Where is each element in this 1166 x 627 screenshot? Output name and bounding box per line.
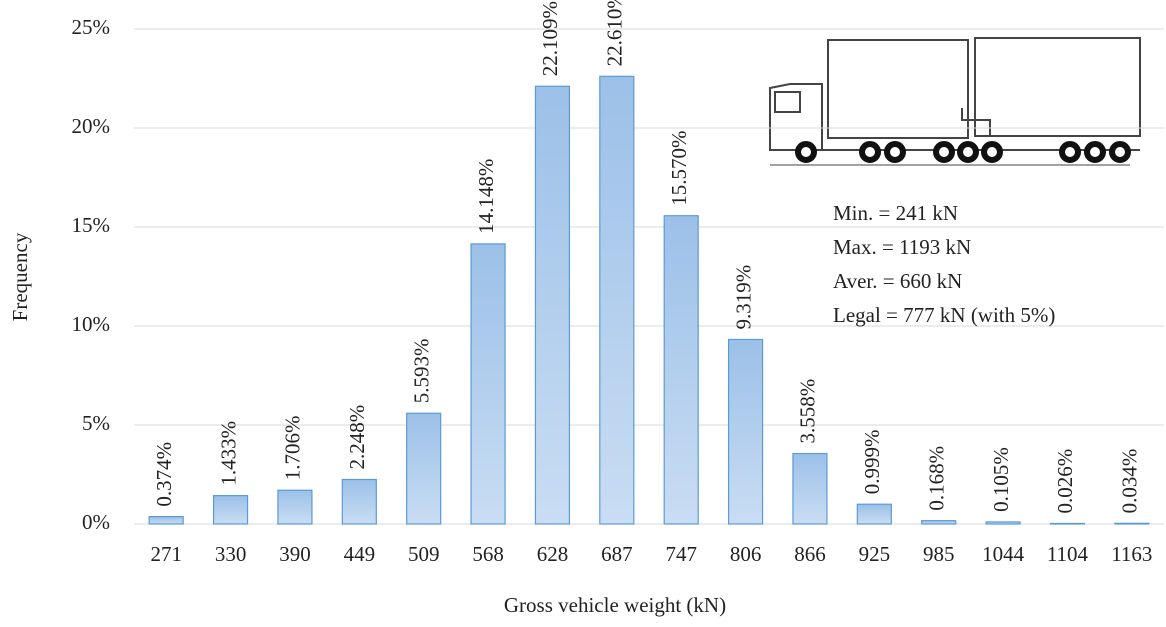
x-tick-label: 568 <box>472 542 504 566</box>
bar <box>534 85 571 525</box>
annotation: Legal = 777 kN (with 5%) <box>833 303 1055 327</box>
bar <box>1049 522 1086 525</box>
bar <box>277 489 313 525</box>
bar <box>856 503 892 525</box>
value-label: 9.319% <box>731 265 755 330</box>
bar <box>212 495 249 525</box>
value-label: 0.026% <box>1053 449 1077 514</box>
y-axis-title: Frequency <box>8 232 32 321</box>
value-label: 0.105% <box>989 447 1013 512</box>
bar <box>341 478 377 525</box>
value-label: 22.109% <box>538 1 562 76</box>
truck-illustration <box>769 37 1141 166</box>
x-tick-label: 1163 <box>1111 542 1152 566</box>
y-tick-label: 15% <box>72 213 111 237</box>
bar <box>148 515 184 525</box>
x-tick-label: 925 <box>859 542 891 566</box>
bar <box>470 243 506 525</box>
x-axis-title: Gross vehicle weight (kN) <box>504 593 726 617</box>
x-tick-label: 985 <box>923 542 955 566</box>
annotation: Aver. = 660 kN <box>833 269 962 293</box>
y-tick-label: 5% <box>82 411 110 435</box>
value-label: 0.999% <box>860 429 884 494</box>
x-tick-label: 509 <box>408 542 440 566</box>
x-tick-label: 1104 <box>1047 542 1089 566</box>
value-label: 2.248% <box>345 405 369 470</box>
bar <box>406 412 442 525</box>
value-label: 22.610% <box>603 0 627 66</box>
y-tick-label: 0% <box>82 510 110 534</box>
x-tick-label: 330 <box>215 542 247 566</box>
value-label: 1.433% <box>216 421 240 486</box>
value-label: 0.374% <box>152 442 176 507</box>
value-label: 1.706% <box>281 415 305 480</box>
value-label: 0.034% <box>1118 449 1142 514</box>
bar <box>599 75 635 525</box>
y-tick-label: 25% <box>72 15 111 39</box>
bar <box>792 452 828 525</box>
bar <box>663 215 699 525</box>
x-tick-label: 747 <box>665 542 697 566</box>
x-tick-label: 628 <box>537 542 569 566</box>
y-tick-label: 20% <box>72 114 111 138</box>
value-label: 0.168% <box>925 446 949 511</box>
bar <box>921 520 957 525</box>
value-label: 14.148% <box>474 159 498 234</box>
x-tick-label: 687 <box>601 542 633 566</box>
bar <box>985 521 1021 525</box>
annotation: Min. = 241 kN <box>833 201 958 225</box>
y-tick-label: 10% <box>72 312 111 336</box>
annotation: Max. = 1193 kN <box>833 235 971 259</box>
value-label: 3.558% <box>796 379 820 444</box>
bar <box>1114 522 1150 525</box>
x-tick-label: 1044 <box>982 542 1025 566</box>
value-label: 15.570% <box>667 130 691 205</box>
x-tick-label: 449 <box>344 542 376 566</box>
x-tick-label: 866 <box>794 542 826 566</box>
x-tick-label: 806 <box>730 542 762 566</box>
x-tick-label: 271 <box>150 542 182 566</box>
bar <box>727 338 764 525</box>
x-tick-label: 390 <box>279 542 311 566</box>
value-label: 5.593% <box>410 339 434 404</box>
